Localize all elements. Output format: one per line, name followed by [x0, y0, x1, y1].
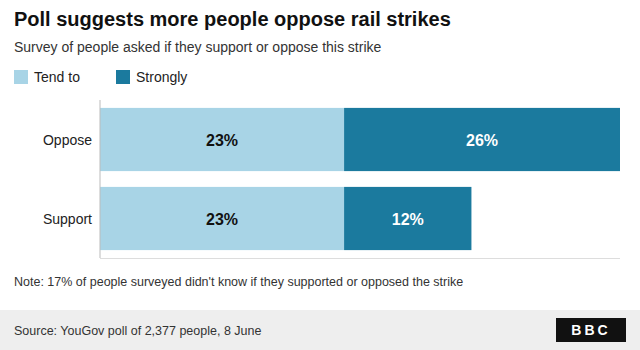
legend-swatch — [14, 70, 28, 84]
data-label: 26% — [466, 132, 498, 149]
data-label: 23% — [206, 211, 238, 228]
source-bar — [0, 310, 640, 350]
data-label: 12% — [392, 211, 424, 228]
bar — [344, 187, 471, 250]
logo-box — [556, 318, 626, 342]
category-axis — [100, 100, 101, 258]
data-labels: 23% 26% 23% 12% — [206, 132, 498, 228]
category-label: Oppose — [43, 132, 92, 148]
data-label: 23% — [206, 132, 238, 149]
subtitle: Survey of people asked if they support o… — [14, 39, 382, 55]
bar — [100, 108, 344, 171]
bar — [344, 108, 620, 171]
chart: Poll suggests more people oppose rail st… — [0, 0, 640, 350]
note: Note: 17% of people surveyed didn't know… — [14, 275, 463, 289]
logo: BBC — [571, 322, 610, 338]
value-axis-line — [100, 258, 620, 259]
legend-label: Tend to — [34, 69, 80, 85]
bar — [100, 187, 344, 250]
title: Poll suggests more people oppose rail st… — [14, 8, 451, 30]
legend-label: Strongly — [136, 69, 187, 85]
category-label: Support — [43, 211, 92, 227]
bars — [100, 108, 620, 250]
source: Source: YouGov poll of 2,377 people, 8 J… — [14, 324, 261, 338]
legend: Tend to Strongly — [14, 69, 187, 85]
legend-swatch — [116, 70, 130, 84]
